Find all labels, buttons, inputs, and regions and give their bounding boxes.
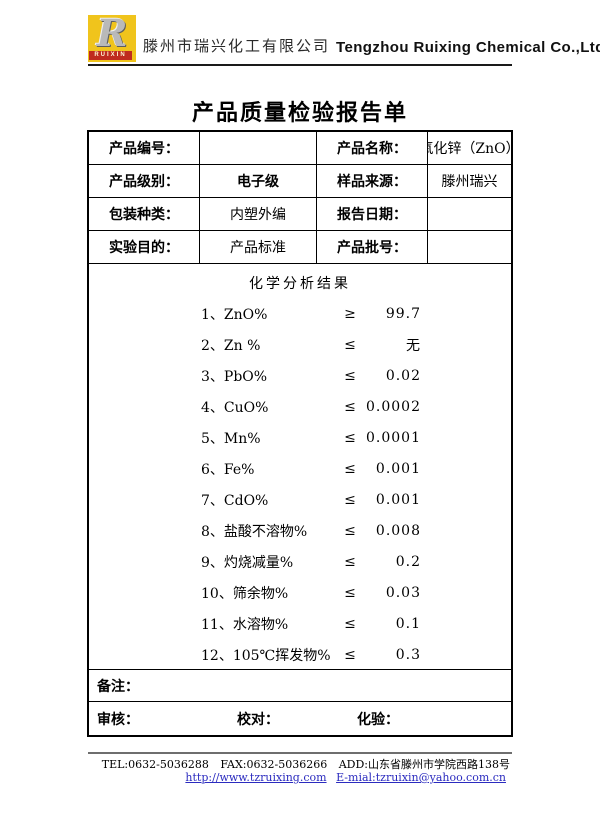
chem-operator: ≤ — [344, 491, 356, 508]
chem-row-hcl-insoluble: 8、盐酸不溶物% ≤ 0.008 — [89, 515, 511, 546]
company-name-chinese: 滕州市瑞兴化工有限公司 — [143, 37, 331, 55]
chem-name: 8、盐酸不溶物% — [201, 523, 308, 540]
chem-operator: ≤ — [344, 429, 356, 446]
chem-row-mn: 5、Mn% ≤ 0.0001 — [89, 422, 511, 453]
value-test-purpose: 产品标准 — [200, 231, 316, 263]
value-product-name: 氧化锌（ZnO） — [428, 132, 511, 164]
chem-row-cdo: 7、CdO% ≤ 0.001 — [89, 484, 511, 515]
letterhead: R RUIXIN 滕州市瑞兴化工有限公司 Tengzhou Ruixing Ch… — [88, 11, 600, 62]
chem-value: 无 — [406, 337, 421, 354]
chem-value: 0.001 — [375, 460, 421, 477]
chem-name: 2、Zn % — [201, 337, 261, 354]
chem-name: 10、筛余物% — [201, 585, 289, 602]
report-table: 产品编号： 产品名称： 氧化锌（ZnO） 产品级别： 电子级 样品来源： 滕州瑞… — [87, 130, 513, 737]
chemical-analysis-section: 化学分析结果 1、ZnO% ≥ 99.7 2、Zn % ≤ 无 3、PbO% ≤… — [89, 263, 511, 669]
footer-address: ADD:山东省滕州市学院西路138号 — [338, 758, 510, 771]
label-batch-number: 产品批号： — [317, 231, 427, 263]
chem-value: 99.7 — [385, 305, 421, 322]
proofread-label: 校对： — [237, 710, 279, 727]
chem-operator: ≤ — [344, 522, 356, 539]
chem-operator: ≤ — [344, 336, 356, 353]
chem-operator: ≤ — [344, 398, 356, 415]
chem-operator: ≤ — [344, 553, 356, 570]
chem-value: 0.0002 — [366, 398, 421, 415]
company-logo: R RUIXIN — [88, 11, 136, 62]
chemical-analysis-title: 化学分析结果 — [249, 276, 351, 292]
chem-value: 0.03 — [385, 584, 421, 601]
logo-brand-band: RUIXIN — [89, 51, 132, 60]
label-product-name: 产品名称： — [317, 132, 427, 164]
chem-value: 0.1 — [395, 615, 421, 632]
chem-value: 0.2 — [395, 553, 421, 570]
chemical-analysis-list: 1、ZnO% ≥ 99.7 2、Zn % ≤ 无 3、PbO% ≤ 0.02 4… — [89, 298, 511, 670]
chem-name: 6、Fe% — [201, 461, 255, 478]
chem-operator: ≤ — [344, 367, 356, 384]
footer-fax: FAX:0632-5036266 — [220, 758, 328, 771]
chem-operator: ≤ — [344, 615, 356, 632]
chem-value: 0.008 — [375, 522, 421, 539]
value-package-type: 内塑外编 — [200, 198, 316, 230]
chem-name: 3、PbO% — [201, 368, 268, 385]
chem-operator: ≥ — [344, 305, 356, 322]
value-product-code — [200, 132, 316, 164]
label-sample-source: 样品来源： — [317, 165, 427, 197]
chem-value: 0.0001 — [366, 429, 421, 446]
chem-operator: ≤ — [344, 646, 356, 663]
chem-name: 4、CuO% — [201, 399, 269, 416]
chem-name: 12、105℃挥发物% — [201, 647, 331, 664]
chem-value: 0.3 — [395, 646, 421, 663]
label-package-type: 包装种类： — [89, 198, 199, 230]
chem-value: 0.001 — [375, 491, 421, 508]
value-report-date — [428, 198, 511, 230]
chem-row-water-soluble: 11、水溶物% ≤ 0.1 — [89, 608, 511, 639]
value-product-grade: 电子级 — [200, 165, 316, 197]
remark-row: 备注： — [89, 669, 511, 701]
chem-row-zno: 1、ZnO% ≥ 99.7 — [89, 298, 511, 329]
letterhead-divider — [88, 64, 512, 66]
chem-name: 7、CdO% — [201, 492, 269, 509]
review-label: 审核： — [97, 710, 139, 727]
logo-r-monogram-icon: R — [96, 11, 128, 55]
website-link[interactable]: http://www.tzruixing.com — [185, 771, 327, 784]
footer-tel: TEL:0632-5036288 — [101, 758, 209, 771]
chem-row-ignition-loss: 9、灼烧减量% ≤ 0.2 — [89, 546, 511, 577]
assay-label: 化验： — [357, 710, 399, 727]
chem-row-pbo: 3、PbO% ≤ 0.02 — [89, 360, 511, 391]
company-name-english: Tengzhou Ruixing Chemical Co.,Ltd. — [336, 39, 600, 56]
label-test-purpose: 实验目的： — [89, 231, 199, 263]
chem-row-volatile-105c: 12、105℃挥发物% ≤ 0.3 — [89, 639, 511, 670]
chem-name: 11、水溶物% — [201, 616, 289, 633]
chem-row-cuo: 4、CuO% ≤ 0.0002 — [89, 391, 511, 422]
chem-operator: ≤ — [344, 584, 356, 601]
page-title: 产品质量检验报告单 — [191, 100, 408, 125]
footer-divider — [88, 752, 512, 754]
value-batch-number — [428, 231, 511, 263]
label-report-date: 报告日期： — [317, 198, 427, 230]
chem-name: 5、Mn% — [201, 430, 261, 447]
chem-name: 1、ZnO% — [201, 306, 268, 323]
label-product-grade: 产品级别： — [89, 165, 199, 197]
footer-links-line: http://www.tzruixing.com E-mial:tzruixin… — [88, 771, 506, 784]
value-sample-source: 滕州瑞兴 — [428, 165, 511, 197]
chem-row-sieve-residue: 10、筛余物% ≤ 0.03 — [89, 577, 511, 608]
chem-value: 0.02 — [385, 367, 421, 384]
footer-contact-line: TEL:0632-5036288 FAX:0632-5036266 ADD:山东… — [88, 756, 510, 772]
chem-name: 9、灼烧减量% — [201, 554, 294, 571]
label-product-code: 产品编号： — [89, 132, 199, 164]
info-grid: 产品编号： 产品名称： 氧化锌（ZnO） 产品级别： 电子级 样品来源： 滕州瑞… — [89, 132, 511, 263]
chem-row-zn: 2、Zn % ≤ 无 — [89, 329, 511, 360]
chem-operator: ≤ — [344, 460, 356, 477]
remark-label: 备注： — [97, 677, 139, 694]
chem-row-fe: 6、Fe% ≤ 0.001 — [89, 453, 511, 484]
email-link[interactable]: E-mial:tzruixin@yahoo.com.cn — [336, 771, 506, 784]
signoff-row: 审核： 校对： 化验： — [89, 701, 511, 735]
